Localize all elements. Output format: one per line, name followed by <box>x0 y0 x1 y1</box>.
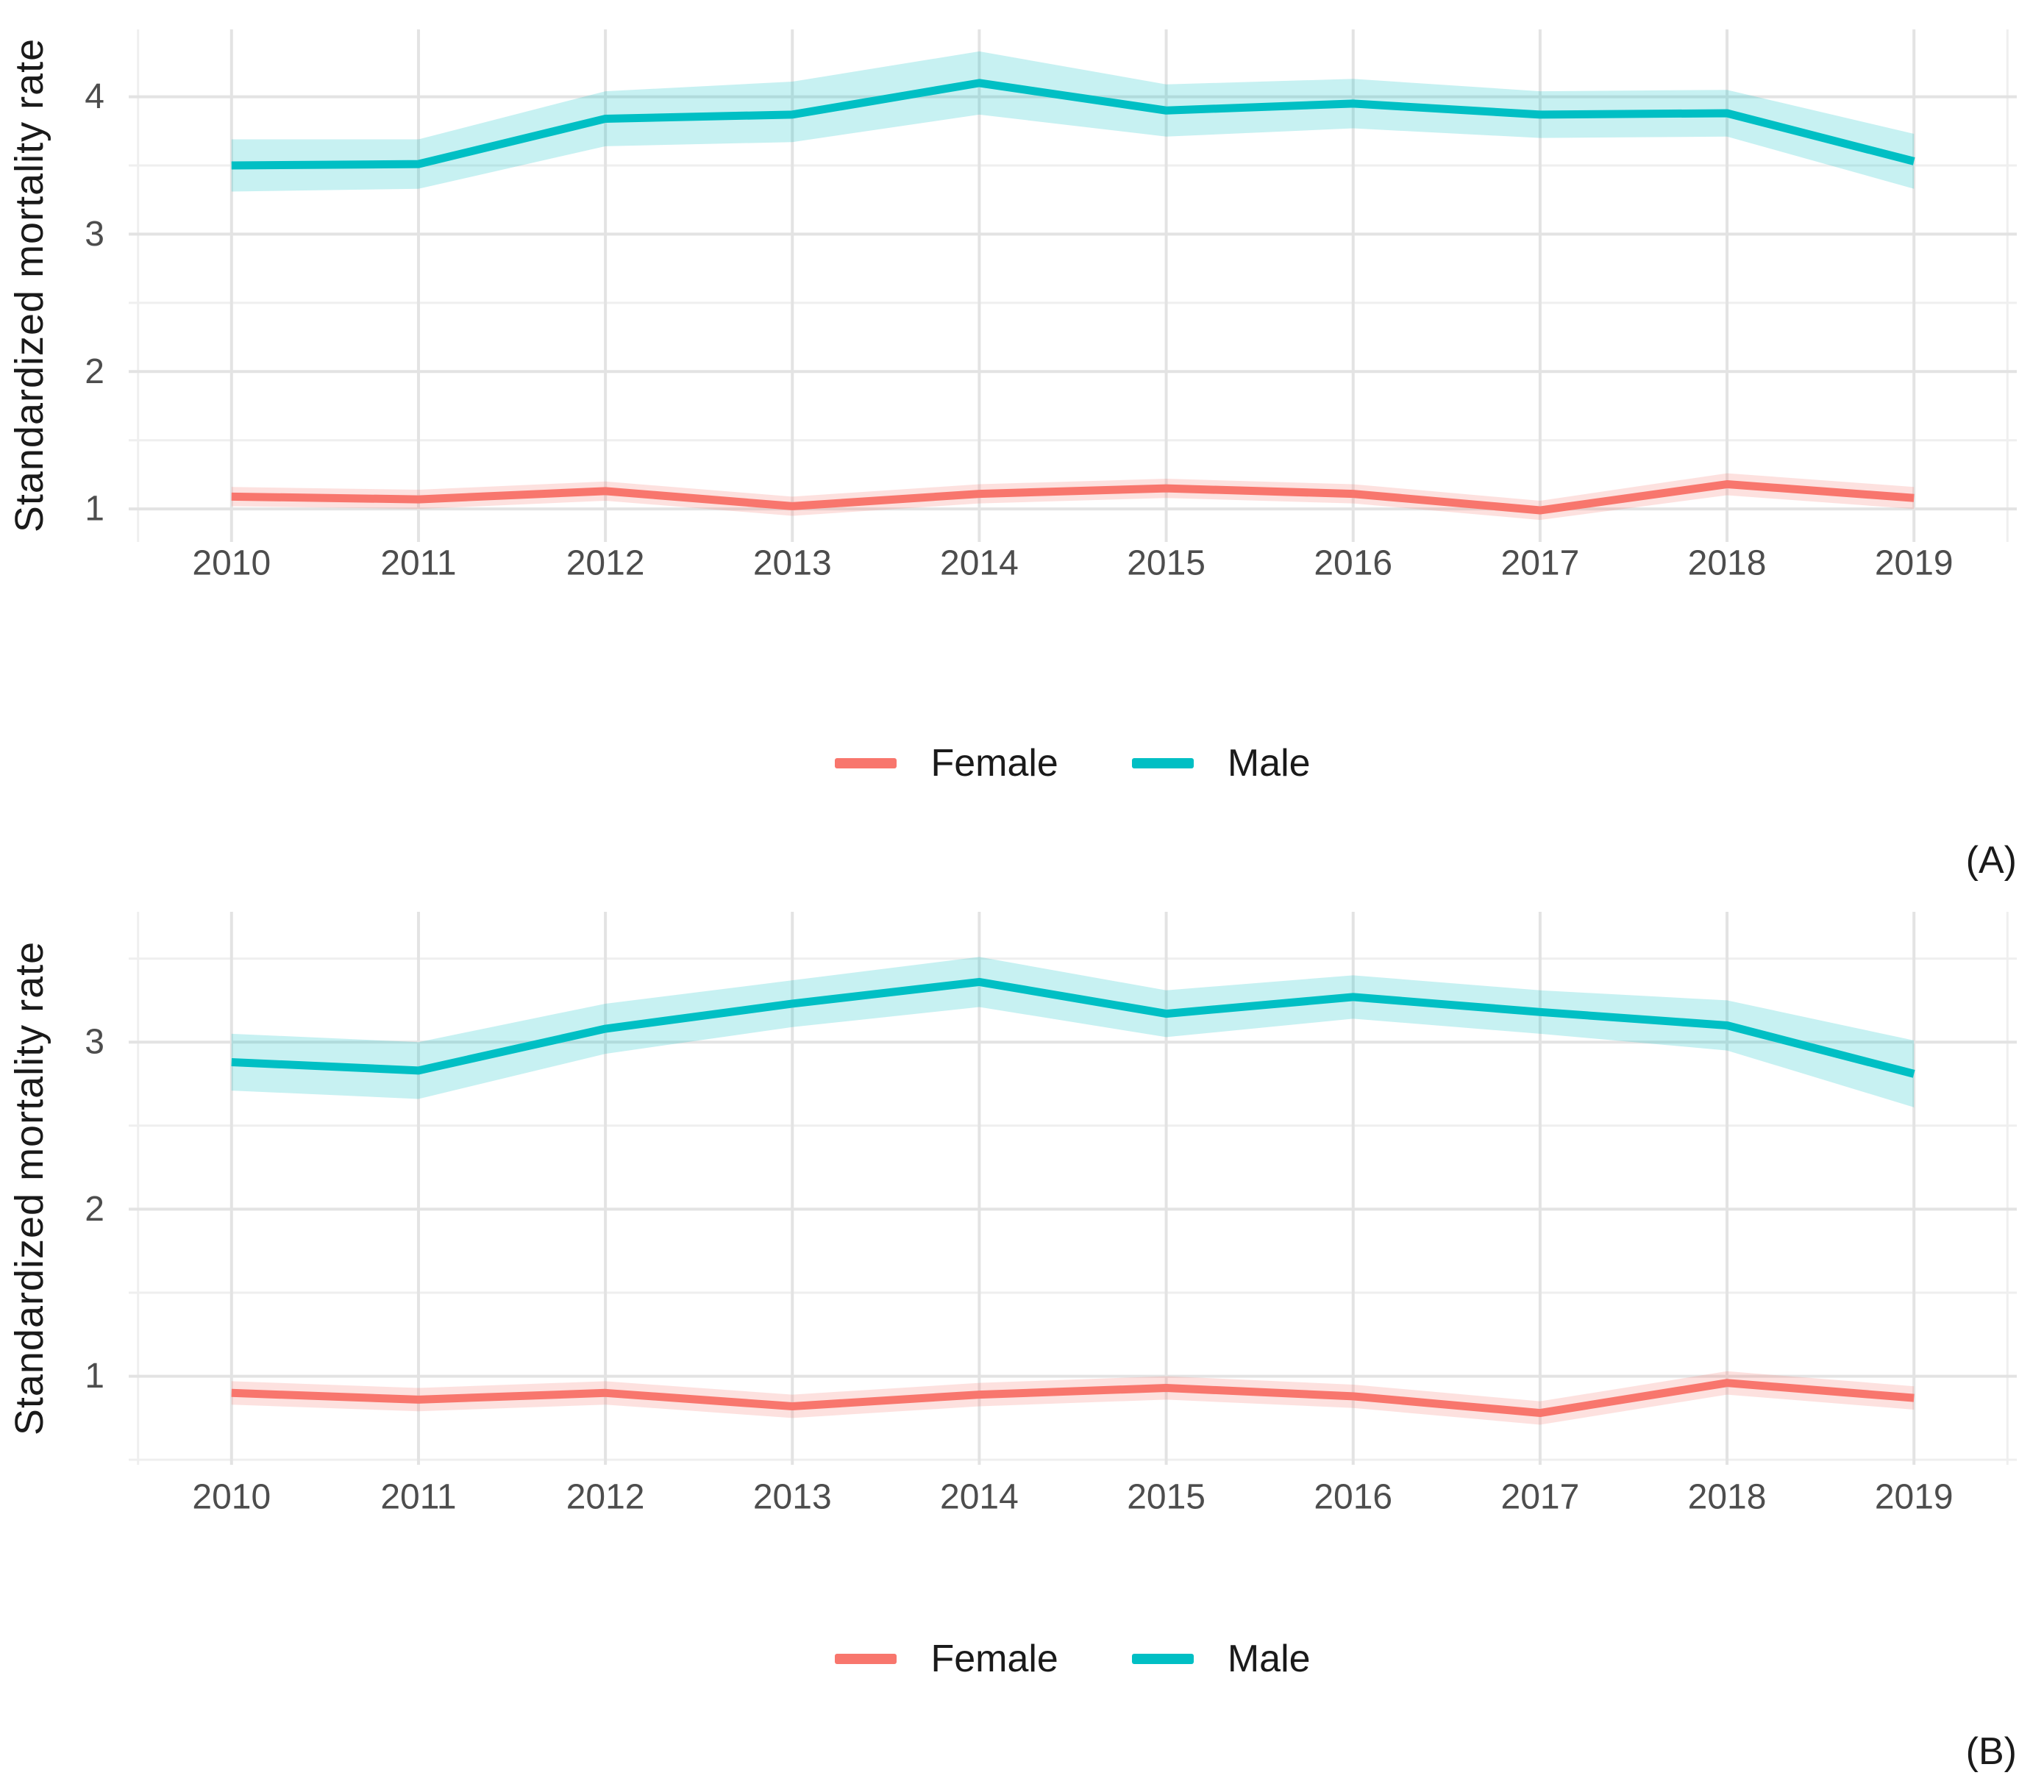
x-tick-label: 2014 <box>940 544 1019 583</box>
female-line-swatch <box>835 1654 897 1664</box>
series-line-male <box>231 977 1915 1078</box>
confidence-band-male <box>231 957 1915 1107</box>
x-tick-label: 2010 <box>192 544 271 583</box>
x-tick-label: 2019 <box>1875 1478 1954 1517</box>
x-tick-label: 2011 <box>380 544 456 583</box>
x-tick-label: 2013 <box>753 544 832 583</box>
x-tick-label: 2012 <box>566 544 645 583</box>
x-tick-label: 2018 <box>1688 544 1767 583</box>
confidence-band-male <box>231 51 1915 192</box>
y-tick-label: 3 <box>85 1023 104 1062</box>
y-axis-title-a: Standardized mortality rate <box>7 38 51 533</box>
x-tick-label: 2010 <box>192 1478 271 1517</box>
x-tick-label: 2015 <box>1127 544 1206 583</box>
x-tick-label: 2016 <box>1314 1478 1392 1517</box>
panel-label-a: (A) <box>1965 839 2017 882</box>
legend-a: Female Male <box>129 741 2017 785</box>
x-tick-label: 2014 <box>940 1478 1019 1517</box>
series-line-male <box>231 79 1915 170</box>
legend-label-male: Male <box>1227 742 1311 785</box>
x-tick-label: 2011 <box>380 1478 456 1517</box>
legend-item-female: Female <box>835 1637 1058 1681</box>
y-tick-label: 1 <box>85 490 104 529</box>
series-line-female <box>231 1379 1915 1418</box>
series-line-female <box>231 480 1915 515</box>
female-line-swatch <box>835 758 897 768</box>
y-tick-label: 3 <box>85 215 104 254</box>
x-tick-label: 2017 <box>1501 1478 1580 1517</box>
x-tick-label: 2018 <box>1688 1478 1767 1517</box>
chart-panel-a: 1 2 3 4 2010 2011 2012 2013 2014 2015 2016 2017 2018… <box>85 29 2017 583</box>
x-tick-label: 2012 <box>566 1478 645 1517</box>
legend-b: Female Male <box>129 1637 2017 1681</box>
legend-label-female: Female <box>930 742 1058 785</box>
legend-label-female: Female <box>930 1638 1058 1680</box>
panel-label-b: (B) <box>1965 1730 2017 1773</box>
x-tick-label: 2017 <box>1501 544 1580 583</box>
chart-panel-b: 1 2 3 2010 2011 2012 2013 2014 2015 2016 2017 2018 2… <box>85 912 2017 1517</box>
legend-label-male: Male <box>1227 1638 1311 1680</box>
x-tick-label: 2016 <box>1314 544 1392 583</box>
x-tick-label: 2015 <box>1127 1478 1206 1517</box>
y-tick-label: 4 <box>85 77 104 116</box>
x-tick-label: 2019 <box>1875 544 1954 583</box>
y-axis-title-b: Standardized mortality rate <box>7 940 51 1436</box>
legend-item-female: Female <box>835 741 1058 785</box>
legend-item-male: Male <box>1131 1637 1311 1681</box>
legend-item-male: Male <box>1131 741 1311 785</box>
male-line-swatch <box>1131 1654 1194 1664</box>
y-tick-label: 2 <box>85 352 104 391</box>
x-tick-label: 2013 <box>753 1478 832 1517</box>
male-line-swatch <box>1131 758 1194 768</box>
y-tick-label: 1 <box>85 1357 104 1396</box>
y-tick-label: 2 <box>85 1190 104 1229</box>
